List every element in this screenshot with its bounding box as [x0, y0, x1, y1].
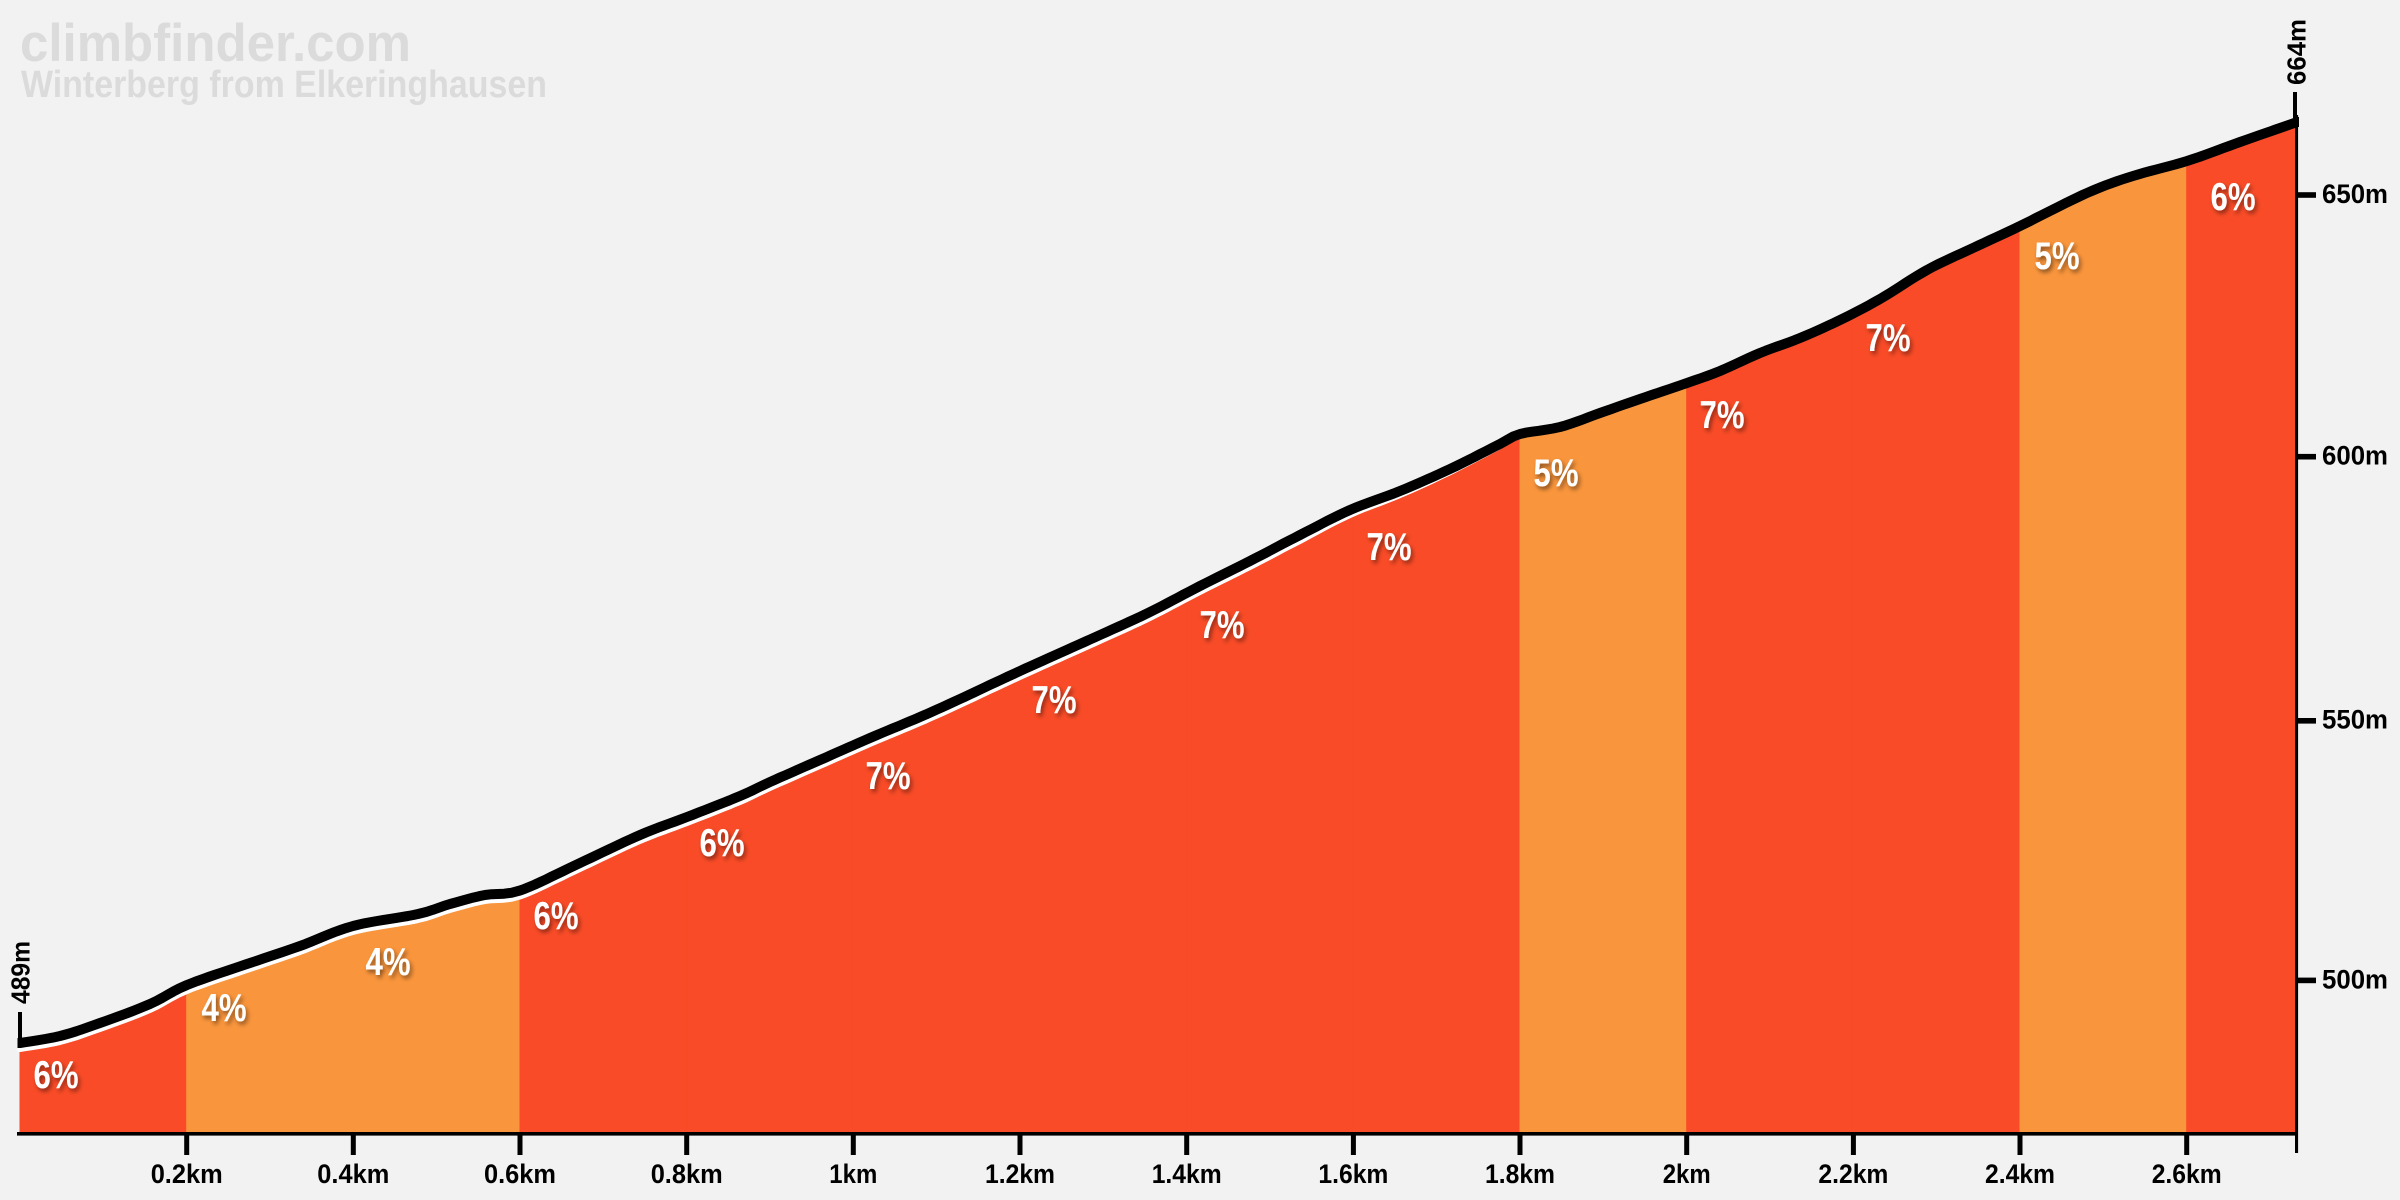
svg-text:600m: 600m [2322, 441, 2388, 471]
svg-text:4%: 4% [202, 987, 247, 1030]
svg-text:7%: 7% [1866, 317, 1911, 360]
svg-text:0.2km: 0.2km [151, 1159, 223, 1189]
svg-text:6%: 6% [700, 822, 745, 865]
svg-text:0.4km: 0.4km [317, 1159, 389, 1189]
svg-text:0.8km: 0.8km [651, 1159, 723, 1189]
svg-text:6%: 6% [2211, 176, 2256, 219]
svg-text:climbfinder.com: climbfinder.com [20, 14, 411, 73]
svg-text:5%: 5% [2035, 235, 2080, 278]
svg-text:7%: 7% [1367, 526, 1412, 569]
svg-text:4%: 4% [366, 941, 411, 984]
svg-text:2km: 2km [1663, 1159, 1711, 1189]
svg-text:0.6km: 0.6km [484, 1159, 556, 1189]
svg-text:650m: 650m [2322, 179, 2388, 209]
svg-text:7%: 7% [866, 755, 911, 798]
svg-text:2.4km: 2.4km [1985, 1159, 2055, 1189]
svg-text:5%: 5% [1534, 452, 1579, 495]
svg-text:2.2km: 2.2km [1818, 1159, 1888, 1189]
svg-text:664m: 664m [2282, 19, 2312, 85]
svg-text:1.4km: 1.4km [1152, 1159, 1222, 1189]
svg-text:6%: 6% [34, 1054, 79, 1097]
svg-text:Winterberg from Elkeringhausen: Winterberg from Elkeringhausen [21, 64, 547, 106]
svg-text:7%: 7% [1032, 679, 1077, 722]
svg-text:1.6km: 1.6km [1318, 1159, 1388, 1189]
svg-text:2.6km: 2.6km [2152, 1159, 2222, 1189]
svg-text:1km: 1km [829, 1159, 877, 1189]
svg-text:6%: 6% [534, 895, 579, 938]
svg-text:7%: 7% [1700, 394, 1745, 437]
svg-text:500m: 500m [2322, 964, 2388, 994]
svg-text:1.2km: 1.2km [985, 1159, 1055, 1189]
svg-text:1.8km: 1.8km [1485, 1159, 1555, 1189]
svg-text:7%: 7% [1200, 604, 1245, 647]
svg-text:550m: 550m [2322, 705, 2388, 735]
svg-text:489m: 489m [6, 941, 36, 1004]
